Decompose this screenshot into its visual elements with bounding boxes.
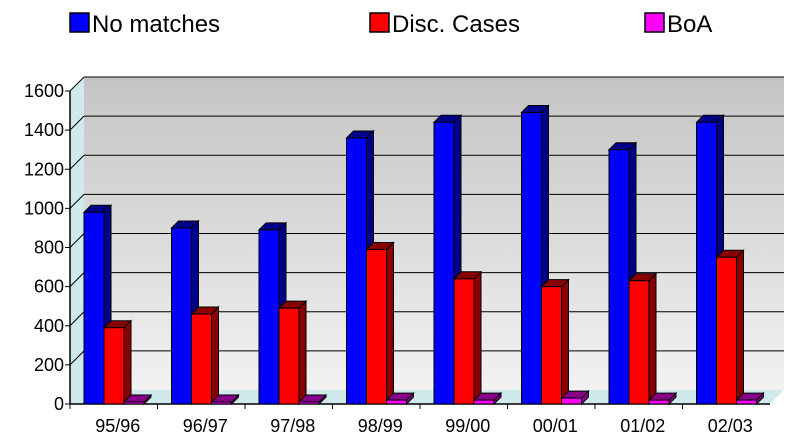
gridline-side [69,194,85,209]
bar-front [386,399,407,405]
bar-front [648,399,670,405]
bar-disc-cases-95-96 [102,319,133,406]
bar-boa-96-97 [210,393,240,406]
x-tick-label: 00/01 [533,416,578,436]
bar-front [278,307,300,405]
bar-front [473,399,495,405]
x-tick-label: 96/97 [183,416,228,436]
bar-front [561,397,582,405]
y-tick-label: 200 [34,355,64,375]
x-tick-label: 99/00 [445,416,490,436]
bar-front [433,121,455,405]
y-tick-label: 1600 [24,81,64,101]
bar-no-matches-01-02 [607,141,638,406]
bar-front [521,112,542,405]
bar-disc-cases-98-99 [365,241,395,406]
legend-swatch [369,12,390,33]
plot-area: 0 200 400 600 800 1000 1200 1400 1600 95/96 96/97 9… [24,76,784,436]
bar-front [696,121,717,405]
bar-no-matches-95-96 [82,204,113,406]
bar-boa-00-01 [560,389,590,406]
bar-front [628,280,650,405]
bar-side [211,305,219,406]
legend-label: BoA [667,11,712,38]
legend-label: No matches [92,11,220,38]
floor [70,390,784,404]
gridline-side [69,76,85,92]
bar-boa-95-96 [122,393,153,406]
bar-front [83,211,105,405]
bar-boa-99-00 [472,391,503,406]
x-tick-label: 02/03 [708,416,753,436]
bar-front [258,229,280,405]
bar-front [366,248,387,405]
bar-front [736,399,757,405]
bar-side [386,241,394,406]
bar-front [123,401,145,405]
bar-disc-cases-96-97 [190,305,220,406]
bar-front [346,137,367,405]
bar-front [171,227,192,405]
bar-front [541,286,562,405]
y-tick-label: 1400 [24,120,64,140]
gridline-side [69,311,85,327]
bar-front [608,149,630,405]
y-tick-label: 400 [34,316,64,336]
bar-side [123,319,132,406]
x-tick-label: 98/99 [358,416,403,436]
bar-side [736,249,744,406]
y-tick-label: 1000 [24,198,64,218]
legend-item-boa: BoA [644,11,712,38]
bar-disc-cases-02-03 [715,249,745,406]
bar-front [298,401,320,405]
legend: No matches Disc. Cases BoA [69,11,712,38]
bar-disc-cases-01-02 [627,272,658,406]
legend-item-disc-cases: Disc. Cases [369,11,520,38]
bar-front [211,401,232,405]
bar-front [716,256,737,405]
y-tick-label: 600 [34,277,64,297]
gridline-side [69,233,85,248]
x-tick-label: 95/96 [95,416,140,436]
y-tick-label: 800 [34,238,64,258]
bar-side [298,299,307,406]
bar-front [103,327,125,405]
legend-swatch [644,12,665,33]
gridline-side [69,115,85,131]
gridline-side [69,154,85,170]
bar-side [648,272,657,406]
bar-disc-cases-99-00 [452,270,483,406]
bar-boa-98-99 [385,391,415,406]
bar-boa-01-02 [647,391,678,406]
bar-boa-97-98 [297,393,328,406]
bar-disc-cases-00-01 [540,278,570,406]
x-tick-label: 97/98 [270,416,315,436]
gridline-side [69,350,85,366]
x-tick-label: 01/02 [620,416,665,436]
bar-boa-02-03 [735,391,765,406]
gridline-side [69,272,85,287]
y-tick-label: 0 [54,394,64,414]
bar-front [191,313,212,405]
legend-swatch [69,12,90,33]
legend-item-no-matches: No matches [69,11,220,38]
bar-front [453,278,475,405]
bar-side [561,278,569,406]
y-tick-label: 1200 [24,159,64,179]
bar-side [473,270,482,406]
legend-label: Disc. Cases [392,11,520,38]
bar-disc-cases-97-98 [277,299,308,406]
